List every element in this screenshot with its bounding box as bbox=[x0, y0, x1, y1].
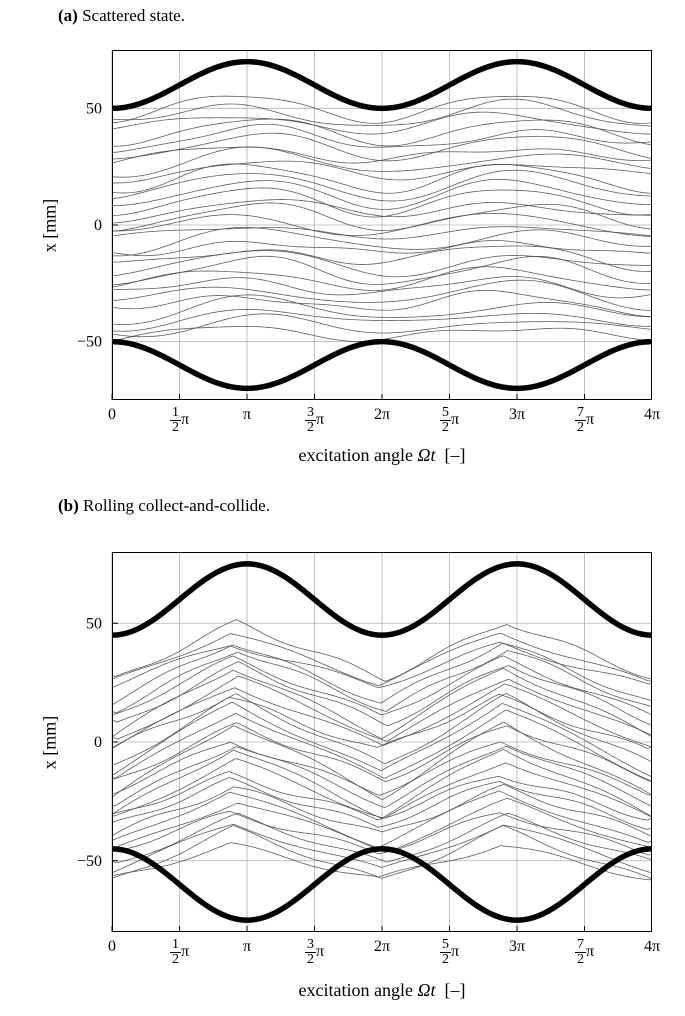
panel-b-caption-text: Rolling collect-and-collide. bbox=[83, 496, 270, 515]
xtick-label: 4π bbox=[634, 938, 670, 956]
panel-b-plot: −50 0 50 bbox=[52, 552, 652, 932]
xtick-label: 3π bbox=[499, 938, 535, 956]
panel-a-plot: −50 0 50 bbox=[52, 50, 652, 400]
xtick-label: 3π bbox=[499, 406, 535, 424]
svg-text:50: 50 bbox=[86, 615, 102, 632]
figure: (a) Scattered state. x [mm] −50050 012ππ… bbox=[0, 0, 685, 1016]
svg-text:50: 50 bbox=[86, 100, 102, 117]
xtick-label: 32π bbox=[297, 938, 333, 967]
svg-text:0: 0 bbox=[94, 217, 102, 234]
panel-a-xlabel: excitation angle Ωt [–] bbox=[112, 445, 652, 466]
panel-a-caption: (a) Scattered state. bbox=[58, 6, 185, 26]
svg-text:−50: −50 bbox=[77, 853, 102, 870]
xtick-label: π bbox=[229, 938, 265, 956]
xtick-label: 52π bbox=[432, 938, 468, 967]
panel-a-caption-tag: (a) bbox=[58, 6, 78, 25]
xtick-label: 12π bbox=[162, 938, 198, 967]
svg-text:0: 0 bbox=[94, 734, 102, 751]
xtick-label: π bbox=[229, 406, 265, 424]
xtick-label: 2π bbox=[364, 406, 400, 424]
xtick-label: 12π bbox=[162, 406, 198, 435]
svg-text:−50: −50 bbox=[77, 334, 102, 351]
panel-b-caption: (b) Rolling collect-and-collide. bbox=[58, 496, 270, 516]
xtick-label: 0 bbox=[94, 938, 130, 956]
xtick-label: 0 bbox=[94, 406, 130, 424]
panel-b-xlabel: excitation angle Ωt [–] bbox=[112, 980, 652, 1001]
xtick-label: 2π bbox=[364, 938, 400, 956]
panel-a-caption-text: Scattered state. bbox=[82, 6, 185, 25]
xtick-label: 52π bbox=[432, 406, 468, 435]
xtick-label: 32π bbox=[297, 406, 333, 435]
xtick-label: 72π bbox=[567, 406, 603, 435]
xtick-label: 4π bbox=[634, 406, 670, 424]
panel-b-caption-tag: (b) bbox=[58, 496, 79, 515]
xtick-label: 72π bbox=[567, 938, 603, 967]
